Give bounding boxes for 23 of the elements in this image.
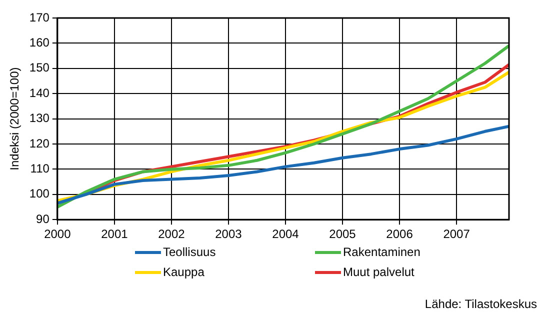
- y-tick-label: 110: [30, 162, 50, 176]
- y-tick-label: 140: [29, 86, 50, 100]
- legend-label: Kauppa: [163, 265, 204, 279]
- x-tick-label: 2006: [386, 227, 414, 242]
- y-tick-label: 120: [29, 136, 50, 150]
- y-tick-label: 170: [29, 10, 50, 24]
- legend-label: Muut palvelut: [343, 265, 414, 279]
- y-tick-label: 90: [36, 212, 50, 226]
- y-tick-label: 130: [29, 111, 50, 126]
- x-tick-label: 2004: [272, 227, 300, 242]
- y-tick-label: 100: [29, 186, 50, 201]
- text: Lähde: Tilastokeskus: [424, 297, 537, 311]
- y-tick-label: 150: [29, 60, 50, 75]
- x-tick-label: 2002: [158, 227, 186, 242]
- legend-label: Rakentaminen: [343, 245, 420, 259]
- legend-label: Teollisuus: [163, 245, 216, 259]
- y-tick-label: 160: [29, 36, 50, 50]
- x-tick-label: 2005: [329, 227, 356, 242]
- x-tick-label: 2001: [101, 227, 128, 242]
- x-tick-label: 2000: [44, 227, 72, 242]
- x-tick-label: 2003: [215, 227, 242, 242]
- x-tick-label: 2007: [443, 227, 470, 242]
- y-axis-title: Indeksi (2000=100): [8, 67, 22, 170]
